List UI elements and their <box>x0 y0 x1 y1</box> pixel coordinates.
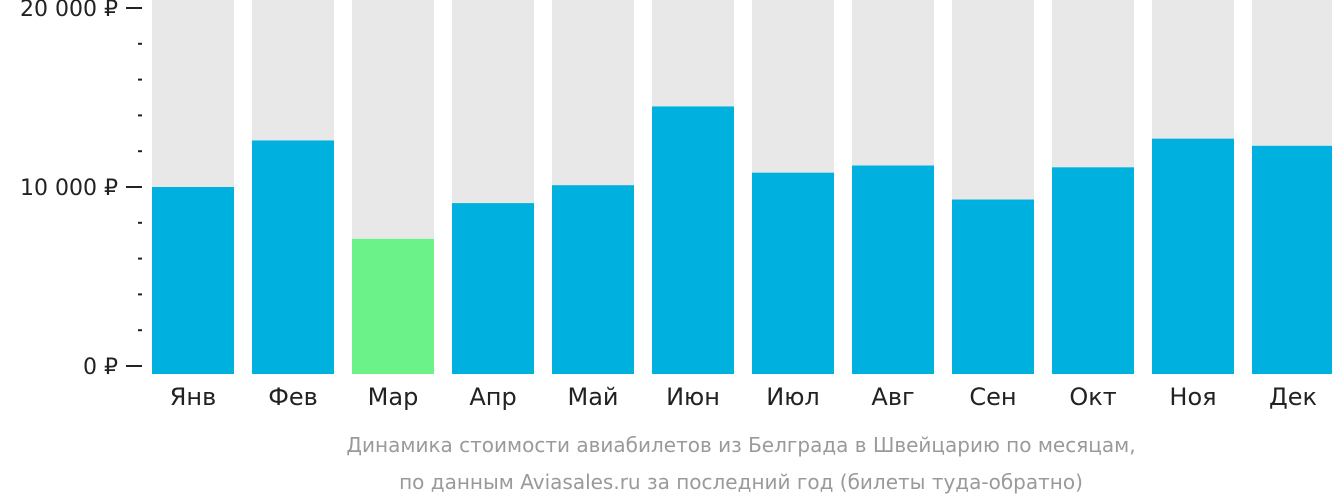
bar-7[interactable] <box>752 172 834 374</box>
x-tick-label-7: Июл <box>766 383 820 411</box>
x-tick-label-9: Сен <box>969 383 1016 411</box>
bar-6[interactable] <box>652 106 734 374</box>
x-tick-label-3: Мар <box>368 383 419 411</box>
bar-1[interactable] <box>152 187 234 374</box>
x-tick-label-4: Апр <box>469 383 516 411</box>
x-tick-label-12: Дек <box>1269 383 1317 411</box>
bar-11[interactable] <box>1152 138 1234 374</box>
bar-layer <box>152 106 1332 374</box>
x-tick-label-11: Ноя <box>1169 383 1216 411</box>
x-tick-label-6: Июн <box>666 383 720 411</box>
x-tick-label-1: Янв <box>170 383 217 411</box>
bar-12[interactable] <box>1252 145 1332 374</box>
bar-9[interactable] <box>952 199 1034 374</box>
y-tick-label-1: 0 ₽ <box>83 355 118 380</box>
y-axis: 0 ₽ 10 000 ₽ 20 000 ₽ <box>20 0 142 380</box>
x-tick-label-2: Фев <box>268 383 318 411</box>
x-axis-labels: Янв Фев Мар Апр Май Июн Июл Авг Сен Окт Ноя Дек <box>170 383 1317 411</box>
bar-2[interactable] <box>252 140 334 374</box>
caption-line-2: по данным Aviasales.ru за последний год … <box>399 470 1083 494</box>
caption-line-1: Динамика стоимости авиабилетов из Белгра… <box>346 433 1135 457</box>
bar-4[interactable] <box>452 203 534 374</box>
y-tick-label-3: 20 000 ₽ <box>20 0 118 22</box>
bar-3[interactable] <box>352 238 434 374</box>
bar-8[interactable] <box>852 165 934 374</box>
bar-5[interactable] <box>552 185 634 374</box>
x-tick-label-10: Окт <box>1069 383 1116 411</box>
y-tick-label-2: 10 000 ₽ <box>20 176 118 201</box>
x-tick-label-8: Авг <box>871 383 914 411</box>
bar-10[interactable] <box>1052 167 1134 374</box>
x-tick-label-5: Май <box>567 383 618 411</box>
